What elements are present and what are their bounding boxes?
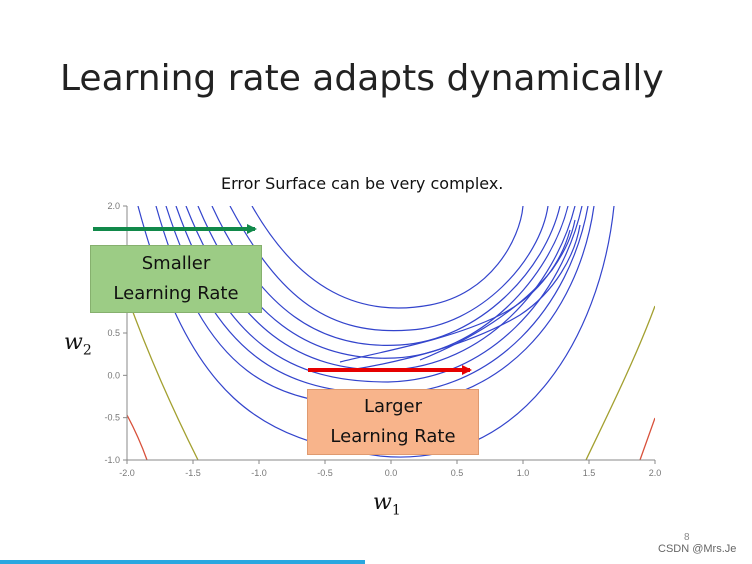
contour-line (419, 219, 576, 361)
slide-title: Learning rate adapts dynamically (60, 58, 664, 99)
y-tick-label: 0.5 (107, 328, 120, 338)
olive-contour-left (127, 295, 199, 460)
y-axis-label: w2 (64, 330, 92, 358)
x-tick-label: -1.0 (251, 468, 267, 478)
x-axis-label: w1 (373, 490, 401, 518)
y-ticks: -1.0-0.50.00.51.01.52.0 (104, 201, 127, 465)
x-tick-label: -1.5 (185, 468, 201, 478)
contour-line (251, 206, 524, 309)
x-tick-label: 1.5 (583, 468, 596, 478)
larger-learning-rate-box: Larger Learning Rate (307, 389, 479, 455)
x-tick-label: 0.0 (385, 468, 398, 478)
x-tick-label: -2.0 (119, 468, 135, 478)
outer-lines (127, 295, 655, 460)
y-tick-label: -0.5 (104, 413, 120, 423)
smaller-line2: Learning Rate (113, 283, 239, 304)
contour-line (229, 206, 549, 332)
y-tick-label: 0.0 (107, 370, 120, 380)
contour-line (349, 224, 581, 371)
larger-line2: Learning Rate (330, 426, 456, 447)
y-axis-label-main: w (64, 330, 83, 355)
red-contour-right (639, 417, 655, 460)
x-tick-label: 2.0 (649, 468, 662, 478)
smaller-line1: Smaller (141, 253, 211, 274)
smaller-learning-rate-box: Smaller Learning Rate (90, 245, 262, 313)
y-tick-label: -1.0 (104, 455, 120, 465)
larger-line1: Larger (363, 396, 423, 417)
plot-subtitle: Error Surface can be very complex. (221, 174, 504, 193)
x-tick-label: 1.0 (517, 468, 530, 478)
x-axis-label-main: w (373, 490, 392, 515)
contour-line (339, 229, 571, 363)
watermark: CSDN @Mrs.Je (658, 543, 737, 555)
page-number: 8 (684, 532, 690, 543)
y-axis-label-sub: 2 (82, 342, 92, 359)
bottom-accent-bar (0, 560, 365, 564)
contour-line (211, 206, 561, 347)
x-axis-label-sub: 1 (391, 502, 401, 519)
contour-line (137, 206, 615, 458)
x-tick-label: -0.5 (317, 468, 333, 478)
red-contour-left (127, 414, 148, 460)
x-ticks: -2.0 -1.5 -1.0 -0.5 0.0 0.5 1.0 1.5 2.0 (119, 460, 661, 478)
x-tick-label: 0.5 (451, 468, 464, 478)
olive-contour-right (585, 305, 655, 460)
y-tick-label: 2.0 (107, 201, 120, 211)
